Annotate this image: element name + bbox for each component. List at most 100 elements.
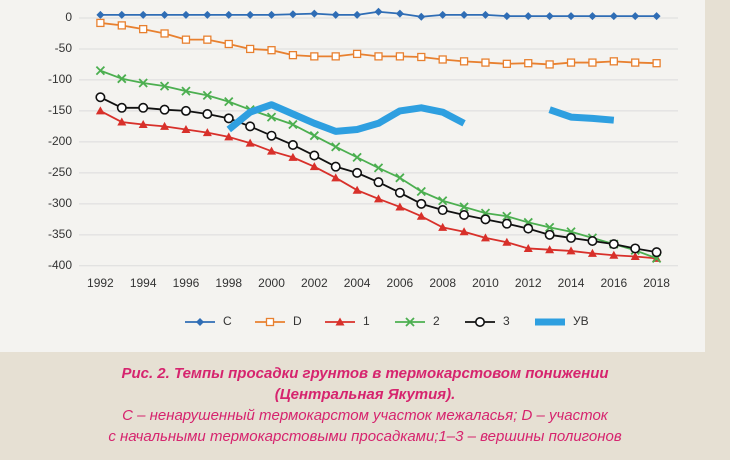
- marker: [374, 52, 383, 61]
- marker: [480, 214, 491, 225]
- y-tick-label: -200: [48, 134, 72, 148]
- x-tick-label: 2014: [558, 276, 585, 290]
- marker: [630, 252, 640, 261]
- x-tick-label: 2006: [387, 276, 414, 290]
- marker: [373, 177, 384, 188]
- chart-title: (Центральная Якутия).: [275, 386, 456, 403]
- y-tick-label: -100: [48, 72, 72, 86]
- marker: [416, 186, 426, 197]
- marker: [374, 194, 383, 203]
- legend-label: 1: [363, 314, 370, 328]
- marker: [587, 236, 598, 247]
- marker: [416, 198, 427, 209]
- marker: [181, 86, 191, 96]
- marker: [310, 52, 319, 61]
- marker: [417, 12, 426, 21]
- marker: [544, 229, 555, 240]
- legend-label: УВ: [573, 314, 589, 328]
- x-tick-label: 2000: [258, 276, 285, 290]
- marker: [459, 227, 469, 236]
- marker: [459, 209, 470, 220]
- marker: [159, 81, 170, 91]
- marker: [459, 202, 469, 212]
- marker: [395, 173, 405, 183]
- marker: [181, 124, 191, 133]
- x-tick-label: 2012: [515, 276, 542, 290]
- caption: C – ненарушенный термокарстом участок ме…: [122, 407, 609, 424]
- marker: [267, 10, 276, 19]
- marker: [288, 119, 298, 130]
- y-tick-label: -400: [48, 258, 72, 272]
- marker: [474, 316, 485, 327]
- marker: [438, 55, 447, 64]
- chart-title: Рис. 2. Темпы просадки грунтов в термока…: [121, 365, 608, 382]
- marker: [224, 96, 234, 107]
- marker: [202, 90, 212, 101]
- marker: [245, 121, 256, 132]
- marker: [545, 60, 554, 69]
- x-tick-label: 1998: [215, 276, 242, 290]
- marker: [139, 24, 148, 34]
- marker: [138, 120, 148, 129]
- marker: [331, 10, 340, 19]
- marker: [502, 12, 511, 21]
- y-tick-label: -50: [55, 41, 73, 55]
- marker: [395, 9, 404, 18]
- marker: [405, 317, 415, 327]
- y-tick-label: 0: [65, 10, 72, 24]
- marker: [181, 10, 190, 19]
- marker: [353, 10, 362, 19]
- marker: [416, 211, 426, 220]
- marker: [138, 78, 148, 88]
- marker: [352, 49, 362, 59]
- marker: [523, 243, 533, 252]
- marker: [631, 12, 640, 21]
- marker: [481, 10, 490, 19]
- marker: [417, 52, 426, 62]
- marker: [267, 46, 276, 55]
- marker: [335, 317, 345, 326]
- marker: [545, 245, 555, 254]
- marker: [459, 57, 469, 66]
- x-tick-label: 2008: [429, 276, 456, 290]
- marker: [631, 58, 640, 67]
- marker: [246, 10, 255, 19]
- marker: [224, 39, 233, 49]
- marker: [223, 113, 234, 124]
- marker: [352, 167, 363, 178]
- marker: [502, 211, 512, 221]
- y-tick-label: -350: [48, 227, 72, 241]
- marker: [460, 10, 469, 19]
- marker: [652, 12, 661, 21]
- legend-label: C: [223, 314, 232, 328]
- marker: [138, 102, 149, 113]
- marker: [181, 35, 191, 44]
- marker: [438, 196, 448, 206]
- marker: [588, 12, 597, 21]
- marker: [566, 232, 577, 243]
- marker: [481, 58, 490, 67]
- marker: [373, 163, 384, 173]
- x-tick-label: 1992: [87, 276, 114, 290]
- marker: [288, 152, 298, 161]
- marker: [652, 59, 661, 68]
- marker: [438, 222, 448, 231]
- x-tick-label: 1996: [173, 276, 200, 290]
- marker: [310, 9, 319, 18]
- marker: [309, 162, 319, 171]
- marker: [245, 138, 255, 147]
- marker: [524, 12, 533, 21]
- marker: [117, 10, 126, 19]
- marker: [331, 52, 340, 61]
- marker: [630, 243, 641, 254]
- marker: [202, 109, 213, 120]
- marker: [566, 246, 576, 255]
- legend-label: D: [293, 314, 302, 328]
- marker: [501, 218, 512, 229]
- marker: [159, 104, 170, 115]
- y-tick-label: -150: [48, 103, 72, 117]
- marker: [96, 18, 105, 28]
- x-tick-label: 2010: [472, 276, 499, 290]
